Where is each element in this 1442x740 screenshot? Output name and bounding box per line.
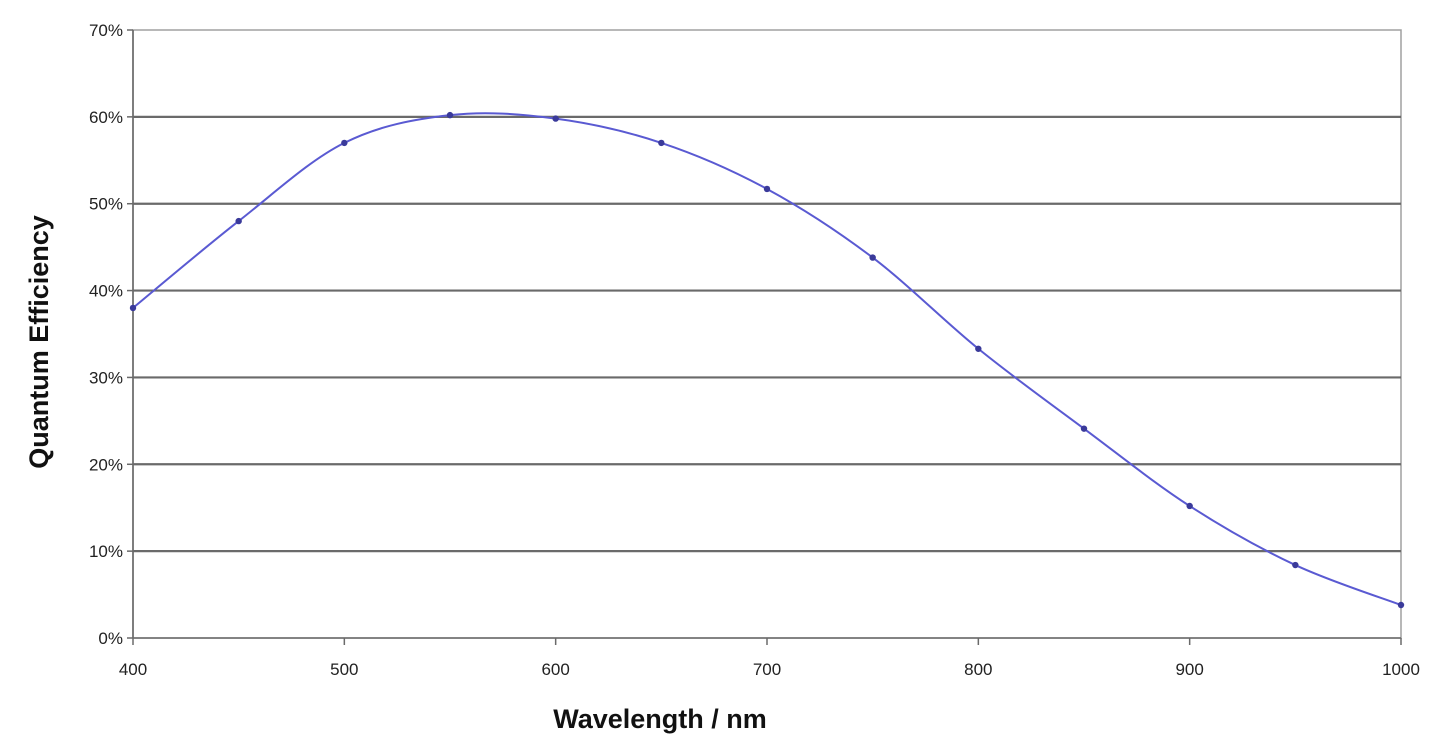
y-axis-title: Quantum Efficiency: [24, 215, 54, 469]
x-tick-label: 500: [330, 660, 358, 679]
data-point: [446, 111, 454, 119]
y-tick-label: 50%: [89, 195, 123, 214]
y-tick-label: 20%: [89, 455, 123, 474]
y-tick-label: 10%: [89, 542, 123, 561]
data-point: [1397, 601, 1405, 609]
series-group: [129, 111, 1405, 609]
x-tick-label: 700: [753, 660, 781, 679]
x-tick-label: 900: [1175, 660, 1203, 679]
y-tick-label: 70%: [89, 21, 123, 40]
data-point: [658, 139, 665, 147]
data-point: [129, 304, 137, 312]
x-tick-label: 800: [964, 660, 992, 679]
x-tick-label: 600: [541, 660, 569, 679]
y-tick-label: 40%: [89, 282, 123, 301]
y-tick-label: 60%: [89, 108, 123, 127]
y-tick-label: 0%: [98, 629, 123, 648]
x-tick-label: 1000: [1382, 660, 1420, 679]
y-tick-label: 30%: [89, 368, 123, 387]
y-tick-labels: 0% 10% 20% 30% 40% 50% 60% 70%: [89, 21, 123, 648]
x-tick-label: 400: [119, 660, 147, 679]
data-point: [552, 115, 559, 122]
gridlines: [133, 115, 1401, 553]
data-point: [235, 217, 242, 225]
data-point: [1292, 561, 1299, 569]
x-axis-title: Wavelength / nm: [553, 704, 767, 734]
data-point: [869, 254, 876, 261]
x-tick-labels: 400 500 600 700 800 900 1000: [119, 660, 1420, 679]
plot-area: [132, 29, 1402, 639]
axes: [127, 29, 1402, 645]
data-point: [1080, 425, 1088, 432]
data-point: [341, 139, 348, 147]
data-point: [763, 185, 771, 193]
data-point: [1186, 502, 1193, 510]
data-point: [975, 345, 982, 352]
